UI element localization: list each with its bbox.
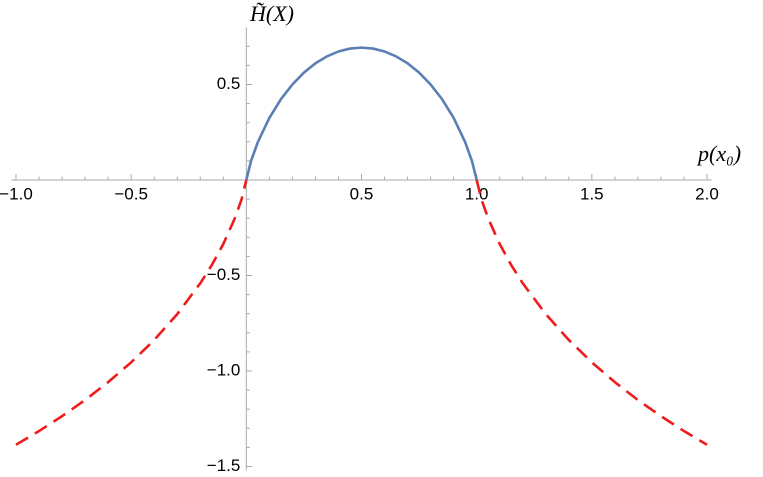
x-tick-label: 0.5 bbox=[350, 184, 374, 203]
x-tick-label: 1.5 bbox=[580, 184, 604, 203]
curve bbox=[475, 179, 708, 446]
x-axis-label: p(x₀) bbox=[696, 141, 741, 166]
x-tick-label: 2.0 bbox=[695, 184, 719, 203]
y-tick-label: −0.5 bbox=[207, 265, 241, 284]
x-tick-label: 1.0 bbox=[465, 184, 489, 203]
curve bbox=[15, 179, 248, 446]
y-tick-label: −1.5 bbox=[207, 456, 241, 475]
x-tick-label: −1.0 bbox=[0, 184, 33, 203]
y-tick-label: −1.0 bbox=[207, 360, 241, 379]
y-axis-label: H̃(X) bbox=[249, 1, 294, 26]
curve bbox=[245, 46, 478, 181]
x-tick-label: −0.5 bbox=[114, 184, 148, 203]
y-tick-label: 0.5 bbox=[217, 74, 241, 93]
